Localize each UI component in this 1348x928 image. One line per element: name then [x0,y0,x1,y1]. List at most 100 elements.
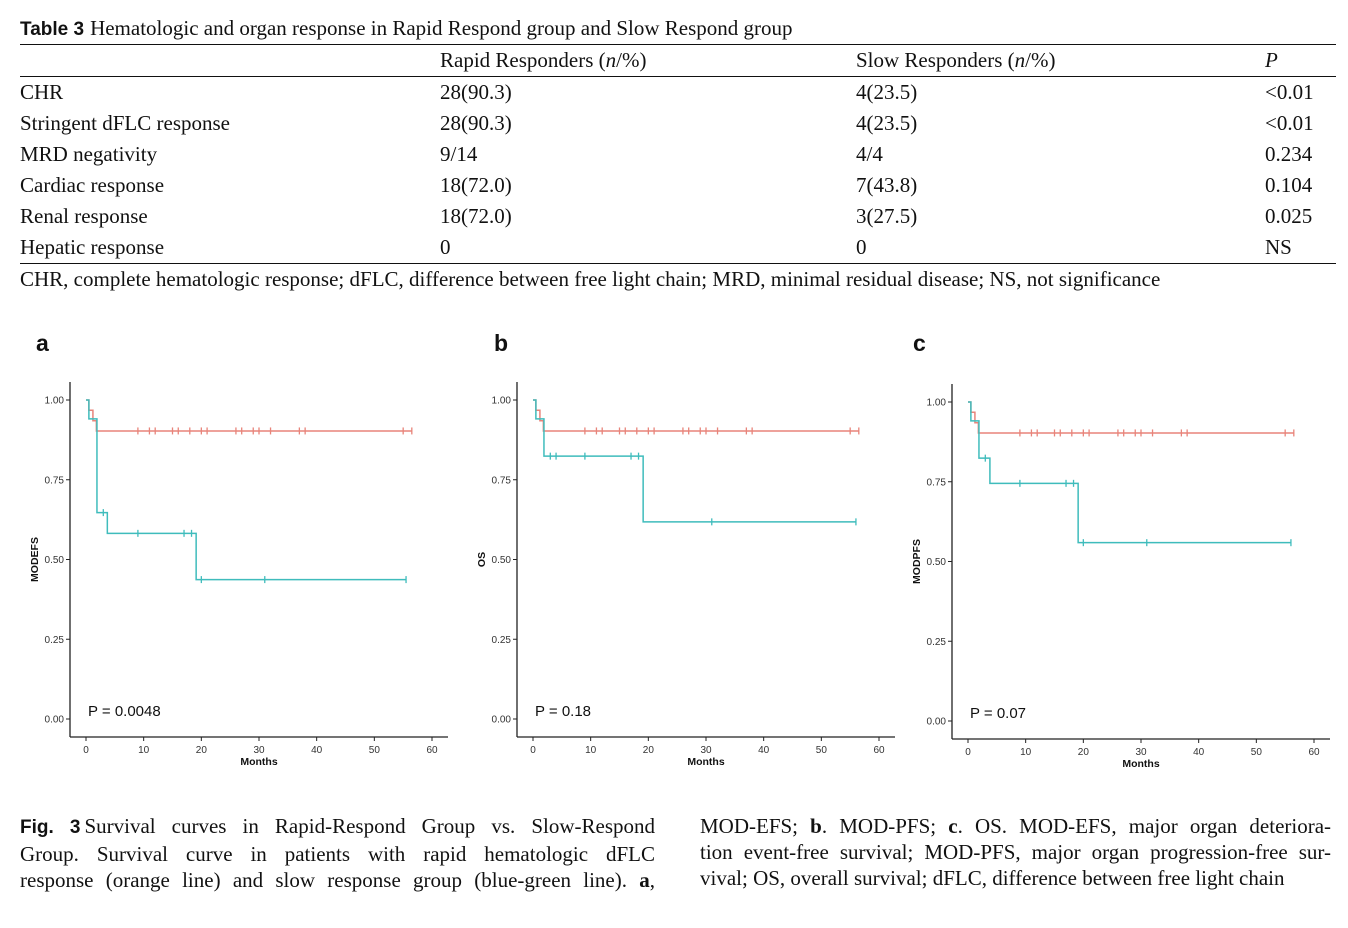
y-tick-label: 1.00 [492,396,512,407]
caption-line: tion event-free survival; MOD-PFS, major… [700,840,1331,864]
caption-line: Group. Survival curve in patients with r… [20,842,655,866]
y-tick-label: 0.00 [927,717,947,728]
x-tick-label: 50 [816,745,828,756]
x-tick-label: 0 [83,745,89,756]
x-tick-label: 10 [585,745,597,756]
table-row: Renal response 18(72.0) 3(27.5) 0.025 [20,201,1336,232]
table-cell: 0.104 [1265,173,1313,197]
table-title: Hematologic and organ response in Rapid … [90,16,793,40]
table-cell: 4/4 [856,142,883,166]
table-cell: <0.01 [1265,80,1314,104]
x-tick-label: 0 [530,745,536,756]
table-cell: 4(23.5) [856,80,918,104]
x-tick-label: 50 [369,745,381,756]
slow-responder-curve [968,401,1291,544]
x-tick-label: 30 [1135,747,1147,758]
y-tick-label: 0.00 [492,715,512,726]
x-axis-label: Months [687,756,724,768]
y-tick-label: 0.25 [45,635,65,646]
y-tick-label: 0.25 [927,637,947,648]
y-tick-label: 0.25 [492,635,512,646]
y-tick-label: 1.00 [927,398,947,409]
response-table: Rapid Responders (n/%) Slow Responders (… [20,44,1336,264]
y-tick-label: 0.75 [927,477,947,488]
figure-label: Fig. 3 [20,817,81,838]
y-tick-label: 0.00 [45,715,65,726]
figure-caption-right: MOD-EFS; b. MOD-PFS; c. OS. MOD-EFS, maj… [700,814,1332,890]
x-tick-label: 30 [253,745,265,756]
y-tick-label: 0.50 [45,555,65,566]
panel-letter-b: b [494,330,509,356]
table-cell: 0 [440,232,856,264]
table-cell: 18(72.0) [440,173,512,197]
panel-letter-c: c [913,330,926,356]
panel-letter-a: a [36,330,49,356]
x-axis-label: Months [240,756,277,768]
x-tick-label: 20 [1078,747,1090,758]
table-cell: 0.234 [1265,142,1313,166]
y-tick-label: 0.75 [45,475,65,486]
table-header-row: Rapid Responders (n/%) Slow Responders (… [20,44,1336,77]
x-tick-label: 40 [758,745,770,756]
table-cell: 18(72.0) [440,204,512,228]
table-cell: NS [1265,232,1336,264]
table-cell: 4(23.5) [856,111,918,135]
table-cell: <0.01 [1265,111,1314,135]
x-tick-label: 20 [196,745,208,756]
table-cell: 28(90.3) [440,80,512,104]
row-label: MRD negativity [20,142,158,166]
row-label: Stringent dFLC response [20,111,230,135]
caption-line: vival; OS, overall survival; dFLC, diffe… [700,866,1285,890]
header-p: P [1265,44,1336,77]
x-axis-label: Months [1122,758,1159,770]
rapid-responder-curve [533,399,859,432]
p-value-annotation: P = 0.0048 [88,703,161,720]
table-caption: Table 3 Hematologic and organ response in… [20,14,1336,44]
rapid-responder-curve [968,401,1294,434]
table-cell: 3(27.5) [856,204,918,228]
x-tick-label: 30 [700,745,712,756]
figure-caption-left: Fig. 3 Survival curves in Rapid-Respond G… [20,814,655,892]
x-tick-label: 60 [873,745,885,756]
table-cell: 28(90.3) [440,111,512,135]
x-tick-label: 20 [643,745,655,756]
x-tick-label: 0 [965,747,971,758]
table-cell: 0 [856,232,1265,264]
row-label: Cardiac response [20,173,165,197]
slow-responder-curve [86,399,407,581]
x-tick-label: 40 [1193,747,1205,758]
table-row: Stringent dFLC response 28(90.3) 4(23.5) <0… [20,108,1336,139]
table-footnote: CHR, complete hematologic response; dFLC… [20,267,1161,291]
table-row: Cardiac response 18(72.0) 7(43.8) 0.104 [20,170,1336,201]
x-tick-label: 40 [311,745,323,756]
caption-line: Survival curves in Rapid-Respond Group v… [84,814,655,838]
slow-responder-curve [533,399,856,523]
table-3: Table 3 Hematologic and organ response in… [20,14,1336,294]
x-tick-label: 60 [1308,747,1320,758]
header-blank [20,44,440,77]
caption-line: response (orange line) and slow response… [20,868,627,892]
y-tick-label: 1.00 [45,396,65,407]
row-label: Renal response [20,204,148,228]
survival-chart-b: 0.00 0.25 0.50 0.75 1.00 0 10 20 30 40 50 60 Months O… [476,382,895,768]
rapid-responder-curve [86,399,412,432]
y-axis-label: MODEFS [29,537,41,582]
table-cell: 0.025 [1265,204,1313,228]
survival-chart-a: 0.00 0.25 0.50 0.75 1.00 0 10 20 30 40 50 60 Months M… [29,382,448,768]
header-rapid: Rapid Responders (n/%) [440,44,856,77]
table-row: CHR 28(90.3) 4(23.5) <0.01 [20,77,1336,109]
table-cell: 7(43.8) [856,173,918,197]
x-tick-label: 10 [1020,747,1032,758]
y-tick-label: 0.50 [492,555,512,566]
table-label: Table 3 [20,19,85,40]
x-tick-label: 10 [138,745,150,756]
y-axis-label: MODPFS [911,539,923,584]
table-row: MRD negativity 9/14 4/4 0.234 [20,139,1336,170]
y-tick-label: 0.50 [927,557,947,568]
y-axis-label: OS [476,552,488,567]
y-tick-label: 0.75 [492,475,512,486]
table-row: Hepatic response 0 0 NS [20,232,1336,264]
header-slow: Slow Responders (n/%) [856,44,1265,77]
survival-chart-c: 0.00 0.25 0.50 0.75 1.00 0 10 20 30 40 50 60 Months M… [911,384,1330,770]
table-cell: 9/14 [440,142,478,166]
